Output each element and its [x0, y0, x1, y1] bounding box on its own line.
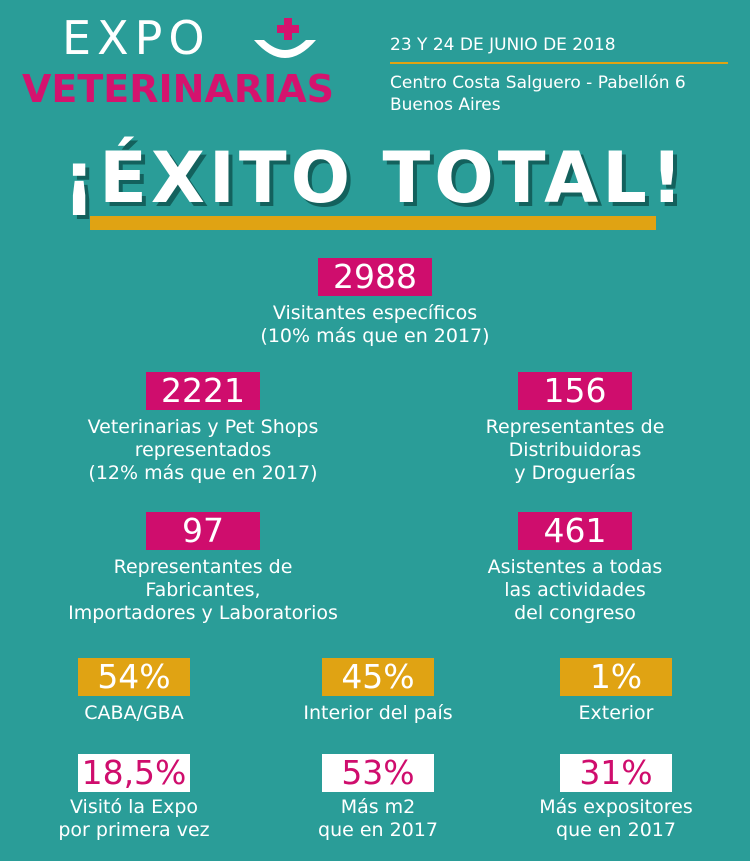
stat-expositores-label: Más expositores que en 2017 [539, 796, 693, 841]
stat-primera-vez-badge: 18,5% [78, 754, 190, 792]
stat-primera-vez-label: Visitó la Expo por primera vez [58, 796, 210, 841]
stat-distribuidoras-badge: 156 [518, 372, 632, 410]
logo-veterinarias-text: VETERINARIAS [22, 67, 335, 111]
title-underline [90, 216, 656, 230]
stat-veterinarias-badge: 2221 [146, 372, 260, 410]
event-date: 23 Y 24 DE JUNIO DE 2018 [390, 35, 616, 55]
stat-m2-badge: 53% [322, 754, 434, 792]
stat-m2-label: Más m2 que en 2017 [318, 796, 438, 841]
stat-caba-badge: 54% [78, 658, 190, 696]
logo-expo-text: EXPO [62, 11, 211, 65]
stat-exterior-badge: 1% [560, 658, 672, 696]
page-title: ¡ÉXITO TOTAL! [63, 137, 687, 219]
stat-interior-label: Interior del país [303, 702, 453, 724]
venue-line: Centro Costa Salguero - Pabellón 6 [390, 73, 686, 93]
stat-distribuidoras-label: Representantes de Distribuidoras y Drogu… [485, 416, 665, 484]
stat-expositores-badge: 31% [560, 754, 672, 792]
stat-interior-badge: 45% [322, 658, 434, 696]
stat-visitantes-badge: 2988 [318, 258, 432, 296]
stat-asistentes-badge: 461 [518, 512, 632, 550]
stat-exterior-label: Exterior [578, 702, 654, 724]
stat-visitantes-label: Visitantes específicos (10% más que en 2… [260, 302, 490, 347]
venue-city: Buenos Aires [390, 95, 501, 115]
bowl-with-cross-icon [254, 18, 316, 58]
stat-caba-label: CABA/GBA [84, 702, 184, 724]
header-divider [390, 62, 728, 64]
stat-veterinarias-label: Veterinarias y Pet Shops representados (… [87, 416, 319, 484]
stat-fabricantes-label: Representantes de Fabricantes, Importado… [68, 556, 338, 624]
stat-fabricantes-badge: 97 [146, 512, 260, 550]
stat-asistentes-label: Asistentes a todas las actividades del c… [487, 556, 663, 624]
